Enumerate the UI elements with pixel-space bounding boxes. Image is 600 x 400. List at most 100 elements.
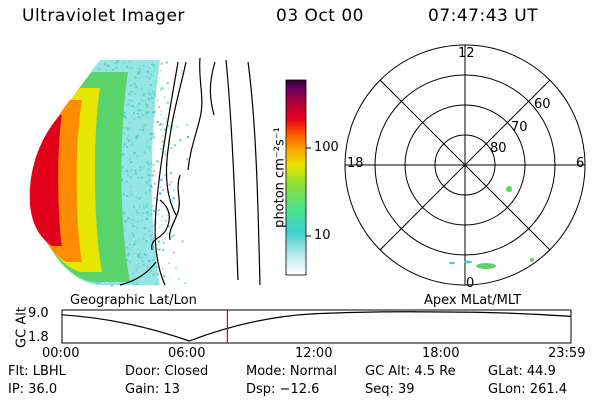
altitude-series-line (61, 311, 572, 342)
gcalt-readout: GC Alt: 4.5 Re (365, 364, 456, 379)
auroral-glow-red (29, 115, 62, 246)
speckle-dot (156, 99, 159, 102)
speckle-dot (95, 284, 98, 287)
speckle-dot (163, 242, 165, 244)
speckle-dot (174, 144, 177, 147)
speckle-dot (170, 235, 173, 238)
speckle-dot (158, 240, 161, 243)
earth-image (29, 57, 261, 287)
filter-readout: Flt: LBHL (8, 364, 66, 379)
speckle-dot (156, 213, 159, 216)
speckle-dot (168, 225, 171, 228)
speckle-dot (152, 224, 155, 227)
speckle-dot (152, 164, 155, 167)
speckle-dot (178, 277, 181, 280)
colorbar (285, 79, 311, 276)
speckle-dot (167, 101, 170, 104)
speckle-dot (151, 204, 154, 207)
speckle-dot (153, 114, 156, 116)
speckle-dot (165, 117, 168, 120)
speckle-dot (155, 173, 158, 176)
glon-readout: GLon: 261.4 (488, 382, 568, 397)
dsp-readout: Dsp: −12.6 (246, 382, 320, 397)
speckle-dot (158, 209, 161, 212)
speckle-dot (168, 183, 171, 186)
speckle-dot (163, 96, 166, 99)
speckle-dot (171, 199, 174, 202)
speckle-dot (157, 247, 160, 250)
speckle-dot (177, 83, 180, 86)
door-readout: Door: Closed (125, 364, 209, 379)
speckle-dot (171, 196, 174, 199)
mode-readout: Mode: Normal (246, 364, 337, 379)
ip-readout: IP: 36.0 (8, 382, 58, 397)
speckle-dot (163, 128, 166, 131)
speckle-dot (152, 180, 155, 183)
speckle-dot (161, 87, 164, 90)
speckle-dot (152, 196, 155, 199)
speckle-dot (153, 210, 155, 212)
speckle-dot (159, 226, 161, 229)
speckle-dot (110, 284, 113, 287)
glat-readout: GLat: 44.9 (488, 364, 556, 379)
speckle-dot (157, 161, 160, 164)
colorbar-tick-100: 100 (314, 140, 339, 155)
lat-label-70: 70 (511, 120, 528, 135)
speckle-dot (186, 158, 189, 161)
speckle-dot (184, 282, 187, 285)
speckle-dot (164, 174, 167, 177)
timeline-xtick-2359: 23:59 (548, 346, 586, 361)
speckle-dot (170, 146, 173, 149)
speckle-dot (173, 197, 176, 200)
speckle-dot (167, 124, 170, 127)
speckle-dot (159, 114, 162, 116)
speckle-dot (163, 150, 166, 153)
mlt-label-0: 0 (466, 276, 475, 291)
speckle-dot (161, 240, 164, 243)
timeline-xtick-1800: 18:00 (422, 346, 460, 361)
speckle-dot (157, 81, 160, 83)
timeline-xtick-1200: 12:00 (295, 346, 333, 361)
speckle-dot (176, 125, 179, 128)
timeline-ytick-min: 1.8 (28, 330, 49, 345)
speckle-dot (165, 214, 168, 217)
speckle-dot (170, 181, 173, 183)
speckle-dot (160, 219, 163, 222)
timeline-left-title: Geographic Lat/Lon (70, 293, 197, 308)
speckle-dot (153, 148, 156, 151)
speckle-dot (162, 248, 165, 251)
speckle-dot (160, 62, 163, 65)
speckle-dot (166, 82, 169, 85)
colorbar-scale (285, 79, 307, 276)
speckle-dot (187, 135, 189, 138)
time-readout: 07:47:43 UT (428, 6, 539, 26)
gain-readout: Gain: 13 (125, 382, 180, 397)
speckle-dot (159, 128, 162, 131)
speckle-dot (170, 229, 173, 232)
speckle-dot (167, 88, 170, 91)
colorbar-tick-10: 10 (314, 228, 331, 243)
colorbar-label: photon cm⁻²s⁻¹ (272, 127, 288, 228)
polar-plot (344, 44, 586, 286)
speckle-dot (180, 140, 183, 143)
speckle-dot (158, 77, 161, 80)
speckle-dot (163, 275, 166, 278)
speckle-dot (160, 88, 163, 91)
speckle-dot (159, 185, 162, 188)
speckle-dot (153, 136, 156, 139)
speckle-dot (168, 262, 171, 265)
speckle-dot (161, 177, 163, 180)
speckle-dot (164, 102, 167, 105)
speckle-dot (159, 192, 162, 195)
speckle-dot (156, 253, 159, 256)
coastlines (119, 57, 261, 286)
speckle-dot (158, 106, 161, 109)
speckle-dot (164, 153, 166, 156)
speckle-dot (153, 131, 156, 134)
speckle-dot (164, 219, 167, 222)
date-readout: 03 Oct 00 (276, 6, 364, 26)
mlt-label-6: 6 (576, 156, 585, 171)
speckle-dot (175, 74, 178, 77)
speckle-dot (162, 189, 165, 191)
